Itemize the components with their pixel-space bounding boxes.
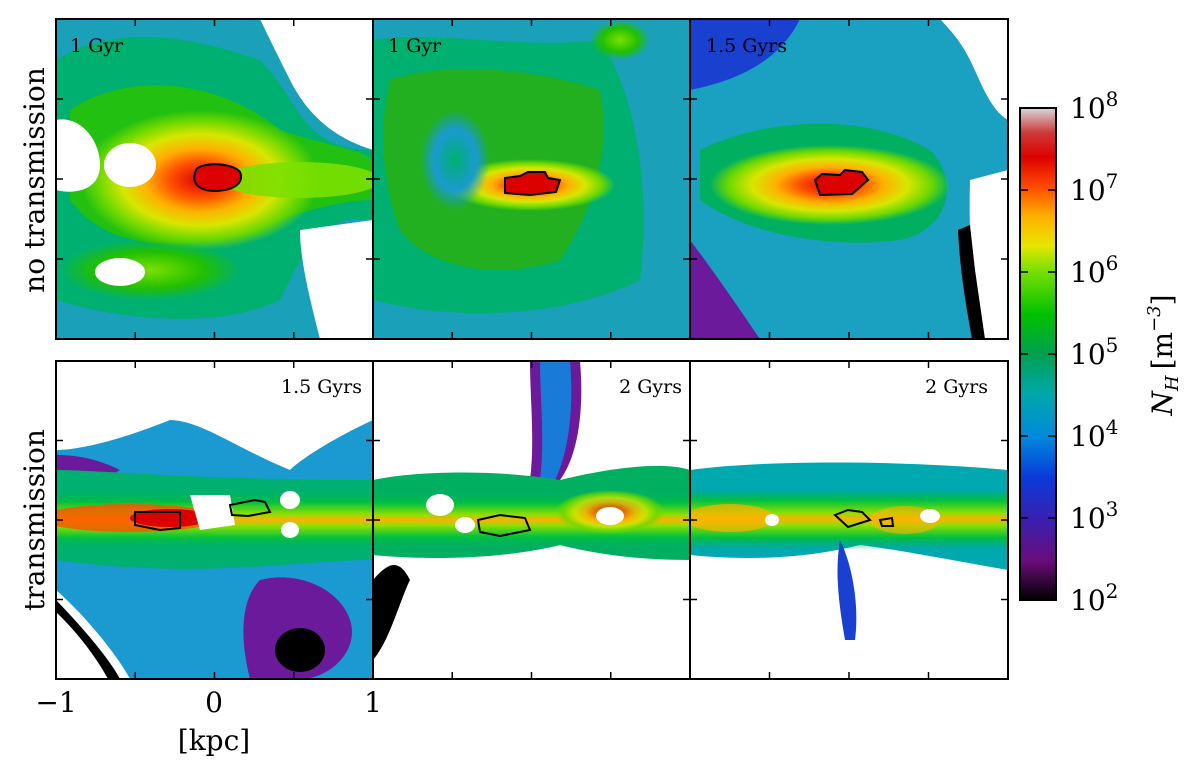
colorbar-tick-label: 104: [1070, 415, 1118, 453]
colorbar-tick-label: 108: [1070, 87, 1118, 125]
panel-top-right: [690, 19, 1008, 339]
panel-label-bottom-middle: 2 Gyrs: [619, 376, 682, 398]
row-label-top: no transmission: [18, 67, 51, 293]
colorbar-tick-label: 103: [1070, 497, 1118, 535]
row-label-bottom: transmission: [18, 429, 51, 611]
colorbar-label: NH[m−3]: [1144, 294, 1183, 416]
panel-label-top-left: 1 Gyr: [70, 35, 124, 57]
x-tick-label-min: −1: [35, 686, 76, 719]
panel-tick-marks: [56, 19, 1008, 679]
x-axis-label: [kpc]: [178, 724, 250, 757]
panel-label-bottom-left: 1.5 Gyrs: [281, 376, 362, 398]
panel-top-middle: [373, 19, 690, 339]
panel-bottom-right: [690, 361, 1008, 679]
colorbar-tick-label: 102: [1070, 579, 1118, 617]
x-tick-label-mid: 0: [205, 686, 223, 719]
colorbar-ticks: 102 103 104 105 106 107 108: [1020, 87, 1118, 617]
panel-label-bottom-right: 2 Gyrs: [925, 376, 988, 398]
colorbar-tick-label: 106: [1070, 251, 1118, 289]
panel-bottom-left: [56, 361, 373, 679]
panel-bottom-middle: [373, 361, 690, 679]
x-tick-label-max: 1: [364, 686, 382, 719]
colorbar-tick-label: 105: [1070, 333, 1118, 371]
colorbar-tick-label: 107: [1070, 169, 1118, 207]
panel-label-top-right: 1.5 Gyrs: [706, 35, 787, 57]
panel-top-left: [56, 19, 373, 339]
panel-label-top-middle: 1 Gyr: [388, 35, 442, 57]
